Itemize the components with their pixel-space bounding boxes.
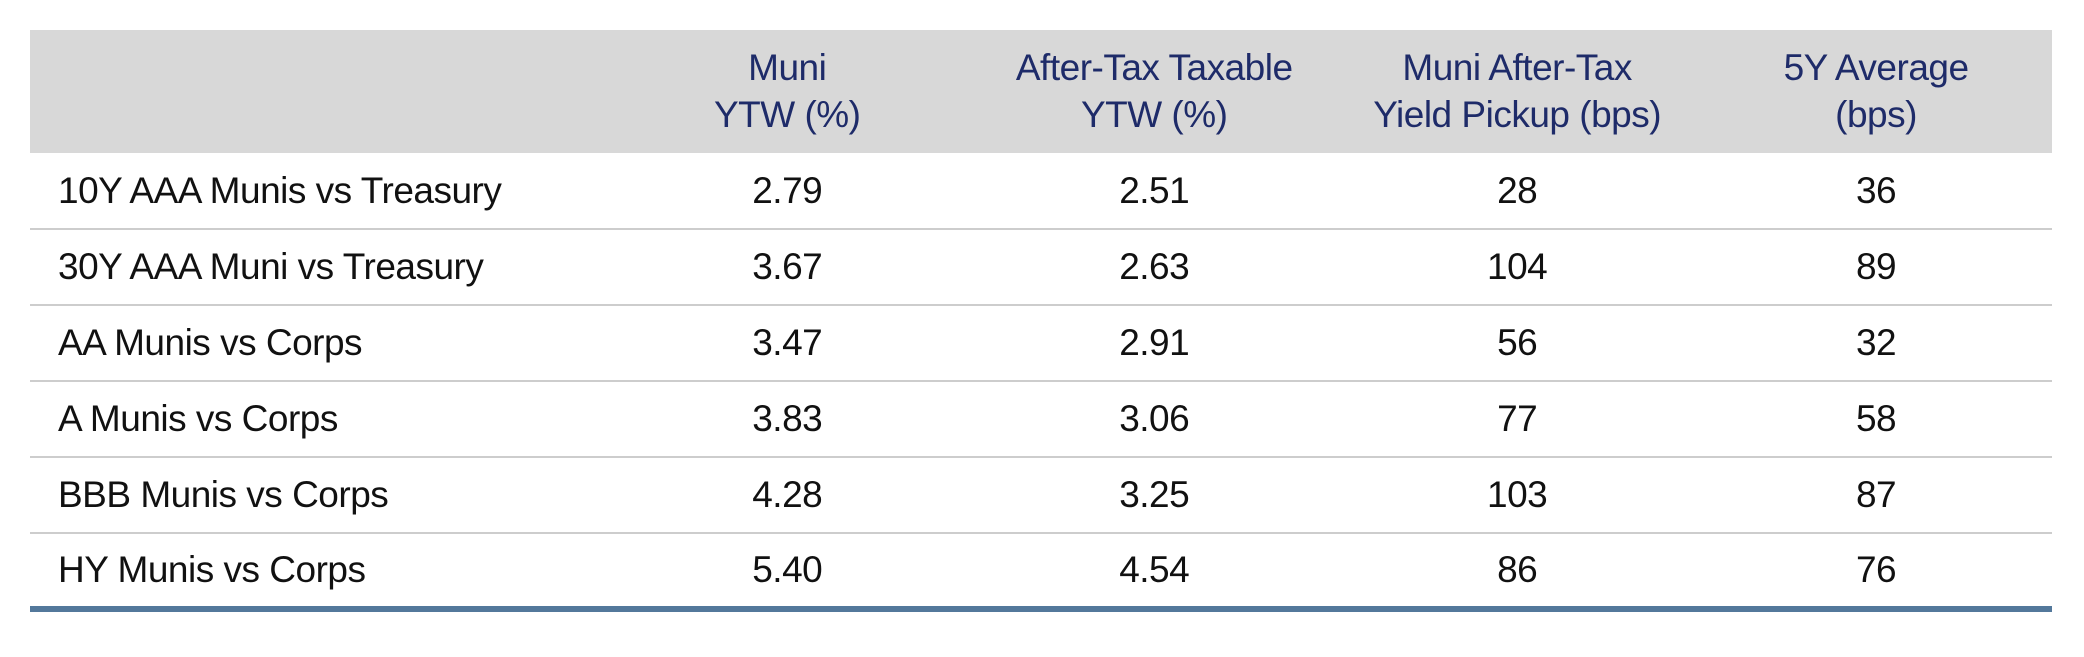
cell-muni-ytw: 3.67 <box>600 228 975 306</box>
muni-yield-table: Muni YTW (%) After-Tax Taxable YTW (%) M… <box>30 30 2052 613</box>
row-label: A Munis vs Corps <box>30 380 601 458</box>
cell-5y-average: 87 <box>1700 456 2052 534</box>
table-body: 10Y AAA Munis vs Treasury 2.79 2.51 28 3… <box>30 153 2052 610</box>
cell-5y-average: 89 <box>1700 228 2052 306</box>
table-row: A Munis vs Corps 3.83 3.06 77 58 <box>30 380 2052 458</box>
header-5y-average: 5Y Average (bps) <box>1700 30 2052 154</box>
cell-yield-pickup: 77 <box>1334 380 1701 458</box>
header-muni-after-tax-yield-pickup: Muni After-Tax Yield Pickup (bps) <box>1334 30 1701 154</box>
cell-after-tax-taxable-ytw: 2.63 <box>974 228 1335 306</box>
cell-5y-average: 32 <box>1700 304 2052 382</box>
cell-muni-ytw: 3.47 <box>600 304 975 382</box>
cell-yield-pickup: 86 <box>1334 532 1701 610</box>
row-label: 10Y AAA Munis vs Treasury <box>58 169 502 211</box>
cell-yield-pickup: 56 <box>1334 304 1701 382</box>
cell-after-tax-taxable-ytw: 2.91 <box>974 304 1335 382</box>
table-row: 30Y AAA Muni vs Treasury 3.67 2.63 104 8… <box>30 228 2052 306</box>
cell-5y-average: 36 <box>1855 169 1897 211</box>
cell-muni-ytw: 3.83 <box>600 380 975 458</box>
header-muni-ytw: Muni YTW (%) <box>600 30 975 154</box>
cell-muni-ytw: 4.28 <box>600 456 975 534</box>
row-label: BBB Munis vs Corps <box>30 456 601 534</box>
table-row: BBB Munis vs Corps 4.28 3.25 103 87 <box>30 456 2052 534</box>
cell-muni-ytw: 2.79 <box>752 169 823 211</box>
cell-5y-average: 76 <box>1700 532 2052 610</box>
header-empty <box>30 30 601 154</box>
yield-table-container: Muni YTW (%) After-Tax Taxable YTW (%) M… <box>30 30 2052 613</box>
cell-after-tax-taxable-ytw: 3.06 <box>974 380 1335 458</box>
cell-muni-ytw: 5.40 <box>600 532 975 610</box>
cell-yield-pickup: 103 <box>1334 456 1701 534</box>
table-row: HY Munis vs Corps 5.40 4.54 86 76 <box>30 532 2052 610</box>
header-after-tax-taxable-ytw: After-Tax Taxable YTW (%) <box>974 30 1335 154</box>
table-row: AA Munis vs Corps 3.47 2.91 56 32 <box>30 304 2052 382</box>
table-row: 10Y AAA Munis vs Treasury 2.79 2.51 28 3… <box>30 153 2052 229</box>
cell-yield-pickup: 104 <box>1334 228 1701 306</box>
cell-yield-pickup: 28 <box>1497 169 1538 211</box>
row-label: HY Munis vs Corps <box>30 532 601 610</box>
row-label: AA Munis vs Corps <box>30 304 601 382</box>
cell-after-tax-taxable-ytw: 3.25 <box>974 456 1335 534</box>
table-header: Muni YTW (%) After-Tax Taxable YTW (%) M… <box>30 30 2052 154</box>
header-row: Muni YTW (%) After-Tax Taxable YTW (%) M… <box>30 30 2052 154</box>
row-label: 30Y AAA Muni vs Treasury <box>30 228 601 306</box>
cell-after-tax-taxable-ytw: 2.51 <box>1119 169 1190 211</box>
cell-after-tax-taxable-ytw: 4.54 <box>974 532 1335 610</box>
cell-5y-average: 58 <box>1700 380 2052 458</box>
